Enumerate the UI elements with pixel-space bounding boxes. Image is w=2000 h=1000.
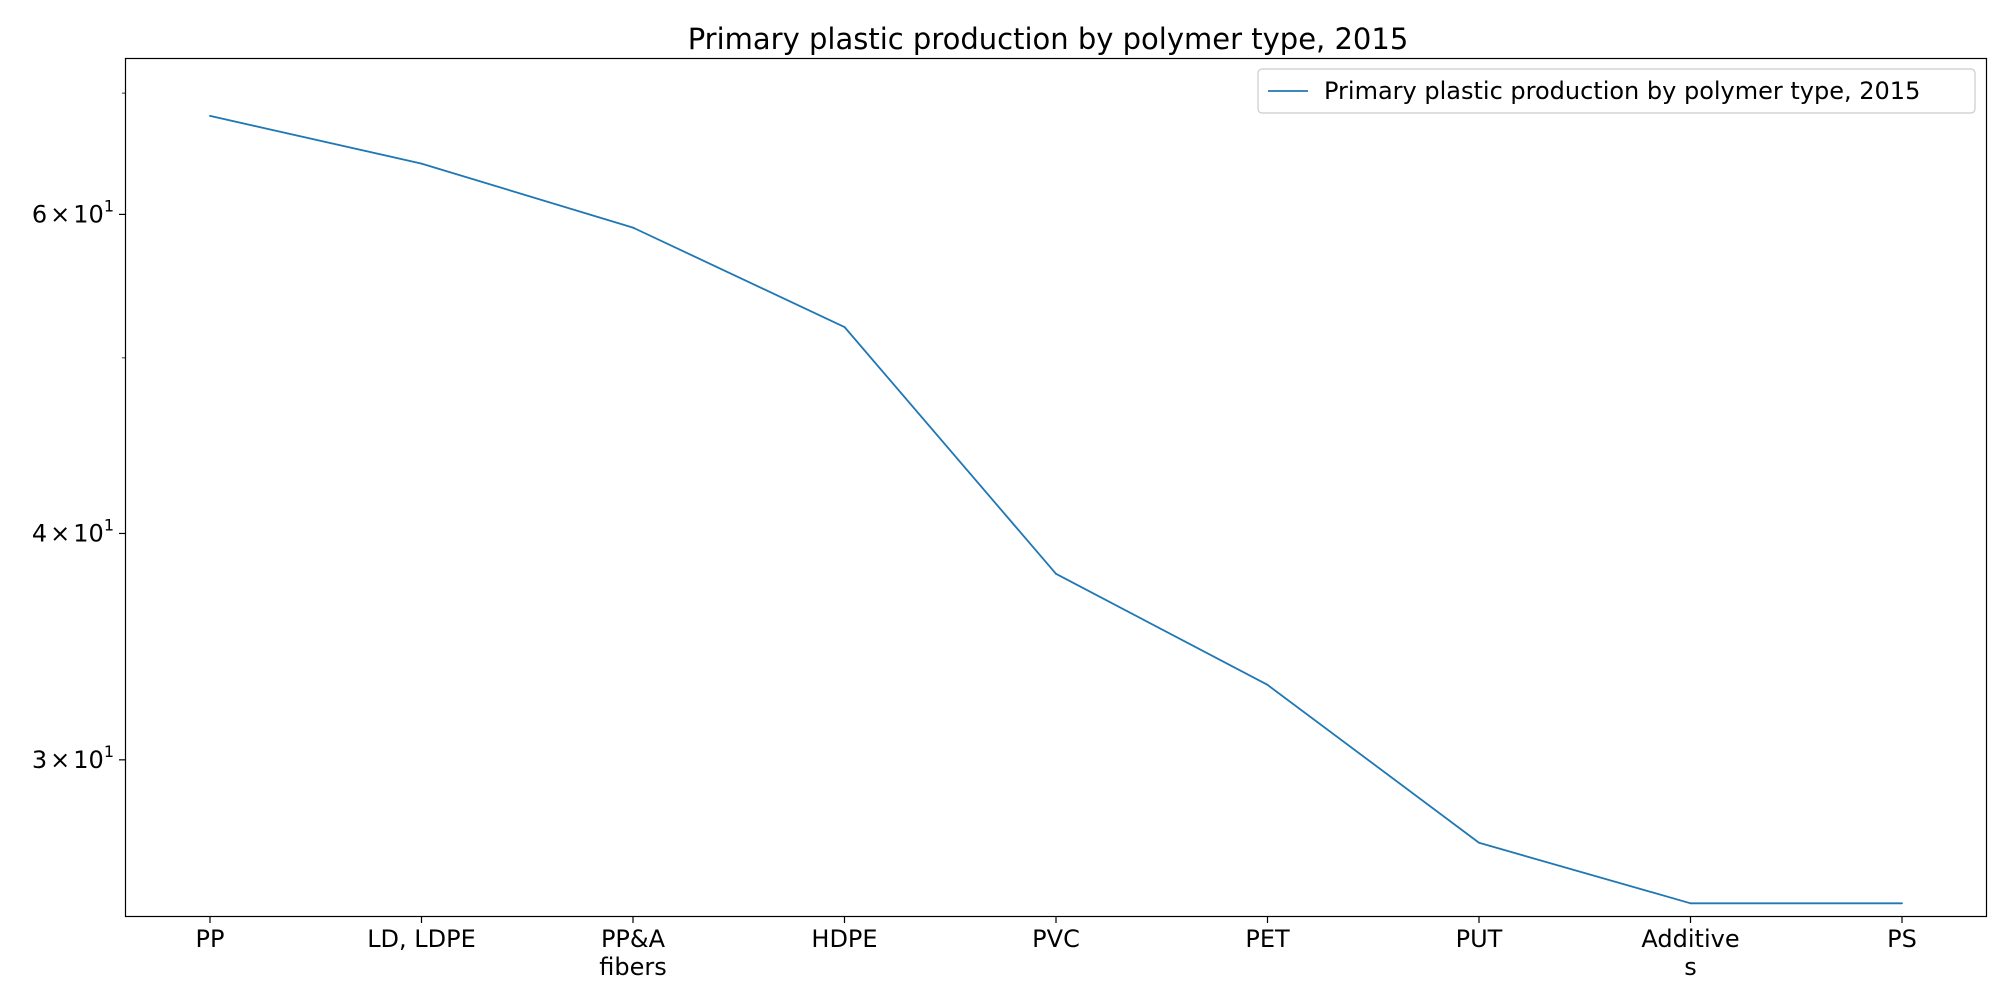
data-point	[1266, 683, 1269, 686]
x-tick-label: Additive s	[1641, 925, 1739, 981]
x-axis: PP LD, LDPE PP&A fibers HDPE PVC PET PUT Additiv…	[196, 916, 1917, 981]
x-tick-label: PS	[1887, 925, 1917, 953]
data-point	[1689, 902, 1692, 905]
x-tick-label: PP&A fibers	[599, 925, 667, 981]
chart-title: Primary plastic production by polymer ty…	[688, 22, 1409, 56]
data-point	[1478, 841, 1480, 844]
y-tick-label: 4 × 101	[32, 515, 114, 547]
plot-area	[124, 57, 1988, 918]
series-layer	[209, 115, 1903, 905]
y-axis: 3 × 101 4 × 101 6 × 101	[32, 92, 126, 774]
legend-box	[1257, 68, 1976, 114]
series-line	[209, 115, 1902, 905]
data-point	[1055, 572, 1057, 575]
x-tick-label: HDPE	[811, 925, 877, 953]
y-tick-label: 3 × 101	[32, 742, 114, 774]
x-tick-label: PET	[1245, 925, 1290, 953]
x-tick-label: PUT	[1456, 925, 1503, 953]
data-point	[420, 162, 423, 165]
legend-label: Primary plastic production by polymer ty…	[1324, 77, 1920, 105]
data-point	[632, 226, 634, 229]
data-point	[209, 115, 211, 117]
x-tick-label: PP	[196, 925, 225, 953]
x-tick-label: PVC	[1032, 925, 1080, 953]
legend: Primary plastic production by polymer ty…	[1257, 68, 1976, 114]
data-point	[1901, 902, 1903, 905]
data-point	[843, 326, 846, 328]
y-tick-label: 6 × 101	[32, 196, 114, 228]
x-tick-label: LD, LDPE	[367, 925, 476, 953]
